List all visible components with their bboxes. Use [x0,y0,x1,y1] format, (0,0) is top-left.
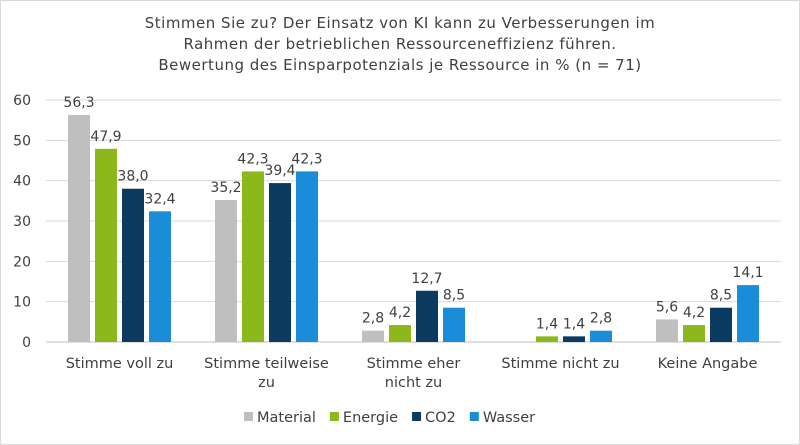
bar-wasser [443,307,465,342]
bar-wasser [590,330,612,342]
chart-title-line-1: Stimmen Sie zu? Der Einsatz von KI kann … [144,14,656,32]
bar-material [68,114,90,342]
bar-material [656,319,678,342]
data-label: 39,4 [264,163,295,179]
y-tick-label: 20 [13,254,31,270]
x-tick-label: Stimme nicht zu [501,356,619,372]
bar-co2 [122,188,144,342]
bar-energie [536,336,558,342]
data-label: 38,0 [117,169,148,185]
bar-co2 [563,336,585,342]
data-label: 8,5 [443,288,465,304]
data-label: 1,4 [563,316,585,332]
data-label: 2,8 [362,311,384,327]
bar-wasser [296,171,318,342]
legend-swatch-wasser [469,412,479,421]
y-tick-label: 10 [13,295,31,311]
x-tick-label: Stimme teilweise [204,356,329,372]
bar-energie [95,148,117,342]
data-label: 8,5 [710,288,732,304]
legend-label-wasser: Wasser [483,410,535,426]
bar-co2 [269,183,291,342]
bar-co2 [710,307,732,342]
data-label: 5,6 [656,299,678,315]
y-tick-label: 50 [13,133,31,149]
data-label: 47,9 [90,129,121,145]
bar-wasser [737,285,759,342]
bar-material [215,200,237,342]
data-label: 12,7 [411,271,442,287]
legend-swatch-co2 [412,412,422,421]
data-label: 4,2 [389,305,411,321]
data-label: 56,3 [63,95,94,111]
chart-title-line-2: Rahmen der betrieblichen Ressourceneffiz… [183,35,617,53]
data-label: 14,1 [732,265,763,281]
y-tick-label: 30 [13,214,31,230]
data-label: 4,2 [683,305,705,321]
legend-label-co2: CO2 [425,410,456,426]
legend-swatch-material [244,412,253,421]
bar-material [362,330,384,342]
data-label: 42,3 [291,151,322,167]
x-tick-label: Keine Angabe [658,356,758,372]
x-tick-label: Stimme voll zu [66,356,174,372]
legend-label-energie: Energie [343,410,398,426]
legend-swatch-energie [329,412,339,421]
bar-energie [683,325,705,342]
x-tick-label: Stimme eher [367,356,461,372]
y-tick-label: 60 [13,93,31,109]
chart-title-line-3: Bewertung des Einsparpotenzials je Resso… [158,56,642,74]
x-tick-label: zu [258,375,275,391]
data-label: 1,4 [536,316,558,332]
legend-label-material: Material [257,410,316,426]
data-label: 35,2 [210,180,241,196]
bar-energie [389,325,411,342]
data-label: 2,8 [590,311,612,327]
data-label: 32,4 [144,191,175,207]
data-label: 42,3 [237,151,268,167]
bar-co2 [416,290,438,342]
x-tick-label: nicht zu [385,375,442,391]
bar-wasser [149,211,171,342]
y-tick-label: 40 [13,174,31,190]
y-tick-label: 0 [22,335,31,351]
bar-energie [242,171,264,342]
